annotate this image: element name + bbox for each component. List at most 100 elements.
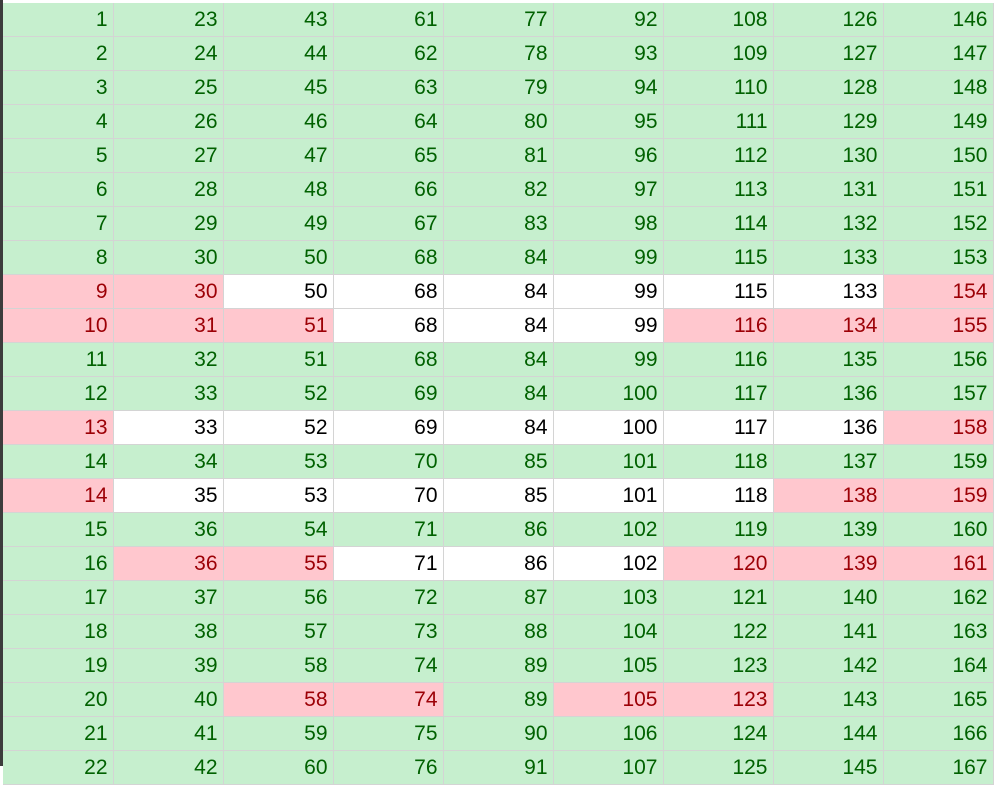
- grid-cell[interactable]: 15: [3, 512, 114, 547]
- grid-cell[interactable]: 69: [333, 410, 444, 445]
- grid-cell[interactable]: 73: [333, 614, 444, 649]
- grid-cell[interactable]: 99: [553, 274, 664, 309]
- grid-cell[interactable]: 85: [443, 478, 554, 513]
- grid-cell[interactable]: 93: [553, 36, 664, 71]
- grid-cell[interactable]: 62: [333, 36, 444, 71]
- grid-cell[interactable]: 58: [223, 682, 334, 717]
- grid-cell[interactable]: 65: [333, 138, 444, 173]
- grid-cell[interactable]: 71: [333, 512, 444, 547]
- grid-cell[interactable]: 116: [663, 308, 774, 343]
- grid-cell[interactable]: 32: [113, 342, 224, 377]
- grid-cell[interactable]: 118: [663, 444, 774, 479]
- grid-cell[interactable]: 66: [333, 172, 444, 207]
- grid-cell[interactable]: 71: [333, 546, 444, 581]
- grid-cell[interactable]: 22: [3, 750, 114, 785]
- grid-cell[interactable]: 156: [883, 342, 994, 377]
- grid-cell[interactable]: 79: [443, 70, 554, 105]
- grid-cell[interactable]: 78: [443, 36, 554, 71]
- grid-cell[interactable]: 17: [3, 580, 114, 615]
- grid-cell[interactable]: 159: [883, 444, 994, 479]
- grid-cell[interactable]: 43: [223, 3, 334, 37]
- grid-cell[interactable]: 84: [443, 342, 554, 377]
- grid-cell[interactable]: 30: [113, 240, 224, 275]
- grid-cell[interactable]: 102: [553, 512, 664, 547]
- grid-cell[interactable]: 100: [553, 376, 664, 411]
- grid-cell[interactable]: 8: [3, 240, 114, 275]
- grid-cell[interactable]: 111: [663, 104, 774, 139]
- grid-cell[interactable]: 128: [773, 70, 884, 105]
- grid-cell[interactable]: 99: [553, 240, 664, 275]
- grid-cell[interactable]: 52: [223, 410, 334, 445]
- grid-cell[interactable]: 163: [883, 614, 994, 649]
- grid-cell[interactable]: 7: [3, 206, 114, 241]
- grid-cell[interactable]: 21: [3, 716, 114, 751]
- grid-cell[interactable]: 39: [113, 648, 224, 683]
- grid-cell[interactable]: 23: [113, 3, 224, 37]
- grid-cell[interactable]: 87: [443, 580, 554, 615]
- grid-cell[interactable]: 14: [3, 444, 114, 479]
- grid-cell[interactable]: 89: [443, 682, 554, 717]
- grid-cell[interactable]: 49: [223, 206, 334, 241]
- grid-cell[interactable]: 105: [553, 648, 664, 683]
- grid-cell[interactable]: 76: [333, 750, 444, 785]
- grid-cell[interactable]: 164: [883, 648, 994, 683]
- grid-cell[interactable]: 139: [773, 512, 884, 547]
- grid-cell[interactable]: 60: [223, 750, 334, 785]
- grid-cell[interactable]: 127: [773, 36, 884, 71]
- grid-cell[interactable]: 108: [663, 3, 774, 37]
- grid-cell[interactable]: 117: [663, 410, 774, 445]
- grid-cell[interactable]: 143: [773, 682, 884, 717]
- grid-cell[interactable]: 36: [113, 546, 224, 581]
- grid-cell[interactable]: 50: [223, 240, 334, 275]
- grid-cell[interactable]: 11: [3, 342, 114, 377]
- grid-cell[interactable]: 28: [113, 172, 224, 207]
- grid-cell[interactable]: 102: [553, 546, 664, 581]
- grid-cell[interactable]: 100: [553, 410, 664, 445]
- grid-cell[interactable]: 101: [553, 478, 664, 513]
- grid-cell[interactable]: 77: [443, 3, 554, 37]
- grid-cell[interactable]: 44: [223, 36, 334, 71]
- grid-cell[interactable]: 166: [883, 716, 994, 751]
- grid-cell[interactable]: 114: [663, 206, 774, 241]
- grid-cell[interactable]: 131: [773, 172, 884, 207]
- grid-cell[interactable]: 63: [333, 70, 444, 105]
- grid-cell[interactable]: 40: [113, 682, 224, 717]
- grid-cell[interactable]: 97: [553, 172, 664, 207]
- grid-cell[interactable]: 84: [443, 376, 554, 411]
- grid-cell[interactable]: 4: [3, 104, 114, 139]
- grid-cell[interactable]: 34: [113, 444, 224, 479]
- grid-cell[interactable]: 138: [773, 478, 884, 513]
- grid-cell[interactable]: 139: [773, 546, 884, 581]
- grid-cell[interactable]: 106: [553, 716, 664, 751]
- grid-cell[interactable]: 88: [443, 614, 554, 649]
- grid-cell[interactable]: 74: [333, 682, 444, 717]
- grid-cell[interactable]: 90: [443, 716, 554, 751]
- grid-cell[interactable]: 120: [663, 546, 774, 581]
- grid-cell[interactable]: 89: [443, 648, 554, 683]
- grid-cell[interactable]: 6: [3, 172, 114, 207]
- grid-cell[interactable]: 13: [3, 410, 114, 445]
- grid-cell[interactable]: 37: [113, 580, 224, 615]
- grid-cell[interactable]: 47: [223, 138, 334, 173]
- grid-cell[interactable]: 126: [773, 3, 884, 37]
- grid-cell[interactable]: 157: [883, 376, 994, 411]
- grid-cell[interactable]: 51: [223, 308, 334, 343]
- grid-cell[interactable]: 96: [553, 138, 664, 173]
- grid-cell[interactable]: 67: [333, 206, 444, 241]
- grid-cell[interactable]: 55: [223, 546, 334, 581]
- grid-cell[interactable]: 129: [773, 104, 884, 139]
- grid-cell[interactable]: 14: [3, 478, 114, 513]
- grid-cell[interactable]: 122: [663, 614, 774, 649]
- grid-cell[interactable]: 9: [3, 274, 114, 309]
- grid-cell[interactable]: 68: [333, 342, 444, 377]
- grid-cell[interactable]: 16: [3, 546, 114, 581]
- grid-cell[interactable]: 83: [443, 206, 554, 241]
- grid-cell[interactable]: 33: [113, 376, 224, 411]
- grid-cell[interactable]: 80: [443, 104, 554, 139]
- grid-cell[interactable]: 154: [883, 274, 994, 309]
- grid-cell[interactable]: 104: [553, 614, 664, 649]
- grid-cell[interactable]: 70: [333, 444, 444, 479]
- grid-cell[interactable]: 26: [113, 104, 224, 139]
- grid-cell[interactable]: 99: [553, 342, 664, 377]
- grid-cell[interactable]: 5: [3, 138, 114, 173]
